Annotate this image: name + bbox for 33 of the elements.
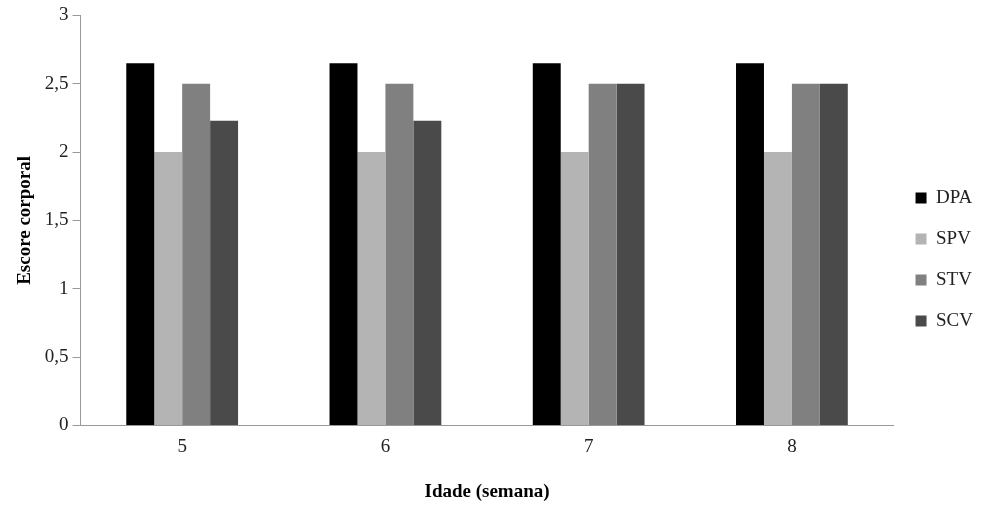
bar bbox=[413, 120, 442, 425]
y-tick-label: 0,5 bbox=[44, 345, 69, 367]
x-tick-label: 5 bbox=[177, 434, 187, 456]
y-tick-label: 2,5 bbox=[44, 71, 69, 93]
bar bbox=[357, 152, 386, 425]
y-tick-label: 2 bbox=[59, 140, 69, 162]
y-tick-label: 1 bbox=[59, 276, 69, 298]
y-tick-label: 3 bbox=[59, 3, 69, 25]
bar bbox=[329, 63, 358, 425]
bar bbox=[182, 83, 211, 425]
bar bbox=[736, 63, 764, 425]
y-tick-label: 1,5 bbox=[44, 208, 69, 230]
bar bbox=[616, 83, 645, 425]
bar bbox=[791, 83, 820, 425]
x-tick-label: 7 bbox=[583, 434, 594, 456]
bar bbox=[154, 152, 183, 425]
legend-label: DPA bbox=[936, 185, 973, 207]
bar bbox=[819, 83, 848, 425]
legend-label: SCV bbox=[936, 308, 974, 330]
bar bbox=[588, 83, 617, 425]
bar bbox=[126, 63, 155, 425]
bar bbox=[385, 83, 414, 425]
bar bbox=[763, 152, 792, 425]
legend-label: STV bbox=[936, 267, 973, 289]
x-tick-label: 6 bbox=[380, 434, 391, 456]
x-tick-label: 8 bbox=[787, 434, 797, 456]
bar bbox=[532, 63, 561, 425]
legend-label: SPV bbox=[936, 226, 972, 248]
x-axis-title: Idade (semana) bbox=[424, 479, 550, 502]
y-axis-title: Escore corporal bbox=[13, 155, 35, 285]
bar bbox=[560, 152, 589, 425]
y-tick-label: 0 bbox=[59, 413, 69, 435]
bar bbox=[210, 120, 239, 425]
